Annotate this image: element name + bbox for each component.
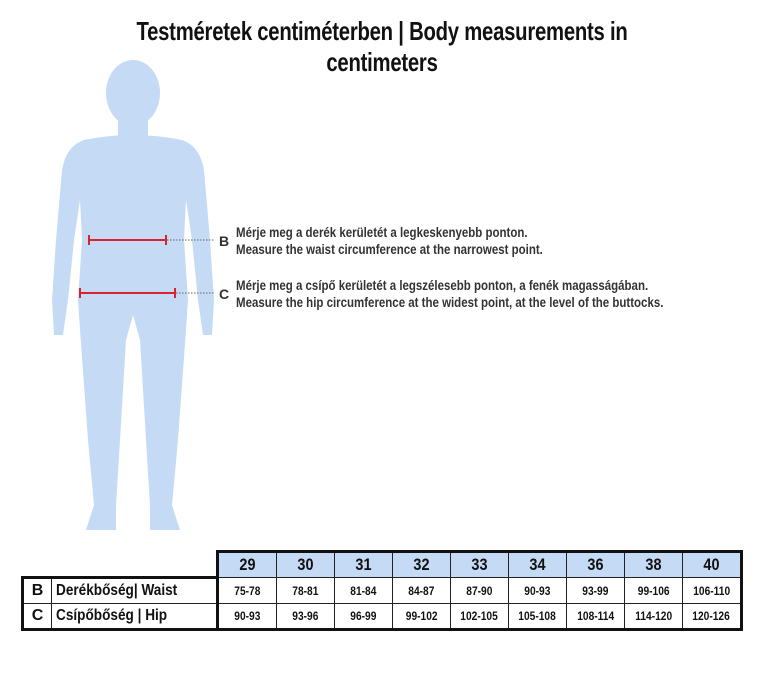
text: Testméretek centiméterben | Body measure… <box>136 16 628 77</box>
table-cell: 32 <box>392 550 451 578</box>
table-cell: 36 <box>587 555 604 574</box>
text: Measure the hip circumference at the wid… <box>236 294 664 310</box>
table-cell: 31 <box>334 550 393 578</box>
table-cell: 90-93 <box>524 583 551 598</box>
table-cell: 75-78 <box>234 583 261 598</box>
table-cell: 84-87 <box>392 577 451 604</box>
table-cell: 90-93 <box>234 609 261 623</box>
table-cell: 99-102 <box>392 603 451 631</box>
table-cell: 120-126 <box>682 603 743 631</box>
table-row-hip: C Csípőbőség | Hip 90-93 93-96 96-99 99-… <box>21 603 743 631</box>
table-cell: 33 <box>450 550 509 578</box>
table-cell: 78-81 <box>292 583 319 598</box>
table-cell: 93-99 <box>566 577 625 604</box>
text: Measure the waist circumference at the n… <box>236 241 543 257</box>
table-cell: 87-90 <box>450 577 509 604</box>
table-cell: 93-96 <box>276 603 335 631</box>
table-cell: C <box>21 603 52 631</box>
waist-note: Mérje meg a derék kerületét a legkeskeny… <box>236 224 610 258</box>
table-cell: 87-90 <box>466 583 493 598</box>
table-cell: 106-110 <box>682 577 743 604</box>
marker-b: B <box>219 233 230 249</box>
table-cell: 105-108 <box>518 609 557 623</box>
table-cell: 99-106 <box>624 577 683 604</box>
table-cell: 34 <box>529 555 546 574</box>
table-cell: 108-114 <box>566 603 625 631</box>
table-cell: 40 <box>703 555 720 574</box>
table-cell: 114-120 <box>635 609 672 623</box>
table-cell: 40 <box>682 550 743 578</box>
table-cell: 99-106 <box>637 583 670 598</box>
table-cell: 34 <box>508 550 567 578</box>
table-cell: B <box>21 576 52 604</box>
hip-note: Mérje meg a csípő kerületét a legszélese… <box>236 277 757 311</box>
table-cell: 90-93 <box>508 577 567 604</box>
hip-measure-line <box>79 288 176 298</box>
table-cell: 81-84 <box>334 577 393 604</box>
table-cell: 96-99 <box>350 609 377 623</box>
table-cell: 108-114 <box>577 609 614 623</box>
table-cell: 32 <box>413 555 430 574</box>
table-cell: 75-78 <box>216 577 277 604</box>
size-table: 29 30 31 32 33 34 36 38 40 B Derékbőség|… <box>21 550 743 631</box>
table-cell: 78-81 <box>276 577 335 604</box>
table-cell: 120-126 <box>692 609 731 623</box>
table-cell: Csípőbőség | Hip <box>51 603 218 631</box>
table-cell: Csípőbőség | Hip <box>56 607 168 624</box>
table-cell: 102-105 <box>450 603 509 631</box>
table-cell: 30 <box>276 550 335 578</box>
table-cell: 105-108 <box>508 603 567 631</box>
size-header-row: 29 30 31 32 33 34 36 38 40 <box>23 550 743 578</box>
text: Mérje meg a derék kerületét a legkeskeny… <box>236 224 528 240</box>
table-cell: 99-102 <box>405 609 438 623</box>
table-cell: 33 <box>471 555 488 574</box>
table-cell: 29 <box>216 550 277 578</box>
body-silhouette <box>52 60 215 530</box>
table-cell: 102-105 <box>460 609 499 623</box>
table-cell: 96-99 <box>334 603 393 631</box>
table-cell: 114-120 <box>624 603 683 631</box>
text: Mérje meg a csípő kerületét a legszélese… <box>236 277 649 293</box>
table-cell: 84-87 <box>408 583 435 598</box>
table-cell: 30 <box>297 555 314 574</box>
table-cell: 93-96 <box>292 609 319 623</box>
table-cell: Derékbőség| Waist <box>51 576 218 604</box>
waist-measure-line <box>88 235 167 245</box>
table-cell: 38 <box>624 550 683 578</box>
table-cell: 93-99 <box>582 583 609 598</box>
table-cell: Derékbőség| Waist <box>56 582 178 599</box>
marker-c: C <box>219 286 230 302</box>
table-cell: 36 <box>566 550 625 578</box>
table-cell: 38 <box>645 555 662 574</box>
table-cell: 81-84 <box>350 583 377 598</box>
table-cell: 106-110 <box>693 583 730 598</box>
table-cell: 29 <box>239 555 256 574</box>
table-cell <box>23 552 218 578</box>
table-cell: 31 <box>355 555 372 574</box>
table-row-waist: B Derékbőség| Waist 75-78 78-81 81-84 84… <box>21 576 743 604</box>
page-title: Testméretek centiméterben | Body measure… <box>0 16 764 78</box>
table-cell: 90-93 <box>216 603 277 631</box>
